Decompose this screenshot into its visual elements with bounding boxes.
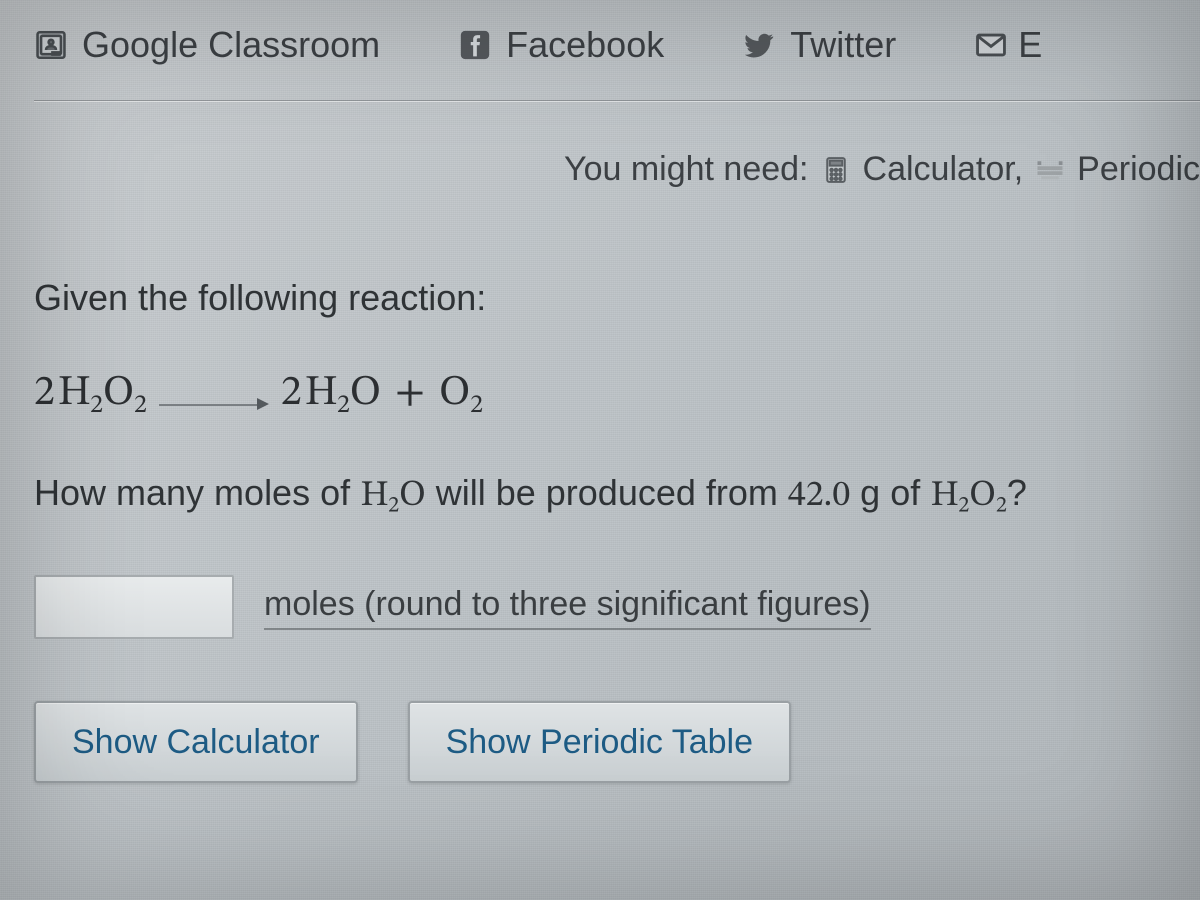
facebook-label: Facebook [506,24,664,66]
q-tail: ? [1007,472,1027,513]
q-mid: will be produced from [426,472,788,513]
eq-lhs-sub1: 2 [90,393,103,419]
q-mass: 42.0 [788,478,850,514]
q-s2-sub1: 2 [958,496,969,518]
q-mass-unit: g of [850,472,930,513]
q-species1: H2O [360,478,426,514]
twitter-label: Twitter [790,24,896,66]
need-calculator-label: Calculator, [863,150,1024,189]
eq-lhs: 2 H2O2 [34,367,147,420]
q-species2: H2O2 [930,478,1007,514]
email-label-fragment: E [1018,24,1042,66]
equation: 2 H2O2 2 H2O + O2 [34,367,1200,420]
q-s2-mid: O [969,478,996,514]
eq-lhs-base: H [57,372,90,414]
share-row: Google Classroom Facebook Twitter [34,18,1200,72]
q-s2-sub2: 2 [996,496,1007,518]
button-row: Show Calculator Show Periodic Table [34,701,1200,783]
eq-rhs1-base: H [304,372,337,414]
need-row: You might need: Calculator, [34,150,1200,189]
answer-row: moles (round to three significant figure… [34,575,1200,639]
eq-rhs1-tail: O [350,372,381,414]
answer-input[interactable] [34,575,234,639]
facebook-icon [458,28,492,62]
periodic-table-icon [1035,155,1065,185]
q-s2-base: H [930,478,958,514]
twitter-link[interactable]: Twitter [742,24,896,66]
show-calculator-button[interactable]: Show Calculator [34,701,358,783]
google-classroom-link[interactable]: Google Classroom [34,24,380,66]
eq-rhs2-sub: 2 [470,393,483,419]
google-classroom-icon [34,28,68,62]
calculator-icon [821,155,851,185]
eq-lhs-sub2: 2 [134,393,147,419]
page-root: Google Classroom Facebook Twitter [0,0,1200,900]
google-classroom-label: Google Classroom [82,24,380,66]
eq-lhs-mid: O [103,372,134,414]
facebook-link[interactable]: Facebook [458,24,664,66]
show-periodic-table-button[interactable]: Show Periodic Table [408,701,791,783]
problem-intro: Given the following reaction: [34,277,1200,319]
q-s1-tail: O [399,478,426,514]
q-pre: How many moles of [34,472,360,513]
q-s1-base: H [360,478,388,514]
eq-lhs-coeff: 2 [34,372,55,414]
twitter-icon [742,28,776,62]
q-s1-sub: 2 [388,496,399,518]
content: Given the following reaction: 2 H2O2 2 H… [34,277,1200,783]
answer-unit-hint: moles (round to three significant figure… [264,585,871,630]
email-icon [974,28,1008,62]
eq-plus: + [389,367,431,420]
eq-rhs1-sub: 2 [337,393,350,419]
need-prefix: You might need: [564,150,809,189]
eq-rhs2-base: O [439,372,470,414]
eq-rhs2: O2 [439,367,483,420]
divider [34,100,1200,102]
need-periodic-fragment: Periodic [1077,150,1200,189]
question: How many moles of H2O will be produced f… [34,472,1200,519]
eq-rhs1: 2 H2O [281,367,381,420]
email-link[interactable]: E [974,24,1042,66]
need-inner: You might need: Calculator, [564,150,1200,189]
eq-rhs1-coeff: 2 [281,372,302,414]
